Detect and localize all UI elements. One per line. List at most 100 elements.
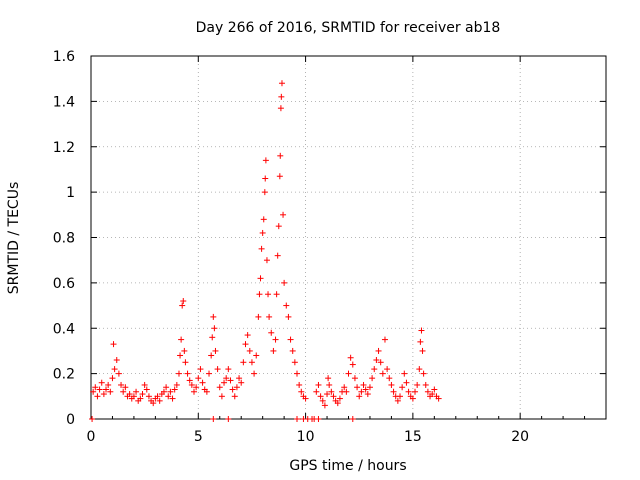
data-point [356, 393, 363, 400]
data-point [275, 223, 282, 230]
data-point [94, 393, 101, 400]
data-point [193, 384, 200, 391]
data-point [319, 397, 326, 404]
data-point [345, 370, 352, 377]
data-point [163, 384, 170, 391]
data-point [431, 386, 438, 393]
data-point [287, 336, 294, 343]
data-point [236, 375, 243, 382]
data-point [218, 393, 225, 400]
data-point [92, 384, 99, 391]
data-point [105, 381, 112, 388]
data-point [115, 370, 122, 377]
data-point [110, 341, 117, 348]
data-point [419, 347, 426, 354]
data-point [165, 393, 172, 400]
chart-title: Day 266 of 2016, SRMTID for receiver ab1… [196, 20, 501, 36]
data-point [173, 381, 180, 388]
data-point [349, 416, 356, 422]
data-point [223, 375, 230, 382]
data-point [260, 216, 267, 223]
data-point [122, 384, 129, 391]
data-point [343, 388, 350, 395]
data-point [377, 359, 384, 366]
data-point [103, 386, 110, 393]
x-tick-label: 5 [194, 429, 203, 445]
data-point [141, 381, 148, 388]
data-point [394, 397, 401, 404]
grid-lines [91, 56, 606, 419]
data-point [126, 391, 133, 398]
data-point [401, 370, 408, 377]
data-point [272, 336, 279, 343]
data-point [362, 386, 369, 393]
data-point [325, 375, 332, 382]
data-point [334, 400, 341, 407]
data-point [248, 359, 255, 366]
data-point [283, 302, 290, 309]
data-point [145, 393, 152, 400]
data-point [358, 388, 365, 395]
data-point [409, 395, 416, 402]
data-point [211, 325, 218, 332]
data-point [347, 354, 354, 361]
data-point [435, 395, 442, 402]
data-point [278, 80, 285, 87]
x-tick-label: 20 [511, 429, 529, 445]
data-point [366, 384, 373, 391]
x-tick-label: 0 [87, 429, 96, 445]
data-point [255, 313, 262, 320]
data-point [184, 370, 191, 377]
data-point [89, 416, 96, 422]
plot-frame [90, 55, 607, 420]
data-point [265, 291, 272, 298]
data-point [251, 370, 258, 377]
data-point [178, 336, 185, 343]
data-point [375, 347, 382, 354]
data-point [324, 391, 331, 398]
data-point [384, 366, 391, 373]
data-point [120, 388, 127, 395]
data-point [197, 366, 204, 373]
data-point [417, 338, 424, 345]
data-point [179, 302, 186, 309]
data-point [424, 388, 431, 395]
data-point [291, 359, 298, 366]
data-point [227, 377, 234, 384]
data-point [133, 388, 140, 395]
data-point [169, 395, 176, 402]
data-point [258, 245, 265, 252]
x-tick-label: 10 [297, 429, 315, 445]
data-point [209, 334, 216, 341]
data-point [156, 397, 163, 404]
data-point [405, 388, 412, 395]
data-point [349, 361, 356, 368]
data-point [270, 347, 277, 354]
data-point [208, 352, 215, 359]
data-point [240, 359, 247, 366]
data-point [225, 366, 232, 373]
data-point [422, 381, 429, 388]
data-point [386, 375, 393, 382]
data-point [210, 416, 217, 422]
data-point [238, 379, 245, 386]
data-point [96, 386, 103, 393]
y-tick-label: 0 [66, 412, 75, 428]
data-point [199, 379, 206, 386]
y-tick-label: 0.4 [53, 321, 75, 337]
data-point [302, 395, 309, 402]
data-point [261, 189, 268, 196]
data-point [273, 291, 280, 298]
data-point [90, 388, 97, 395]
data-point [130, 393, 137, 400]
data-point [416, 366, 423, 373]
data-point [263, 257, 270, 264]
data-point [171, 386, 178, 393]
data-point [118, 381, 125, 388]
data-point [317, 393, 324, 400]
data-point [412, 388, 419, 395]
data-point [262, 157, 269, 164]
data-point [354, 384, 361, 391]
data-point [403, 379, 410, 386]
data-point [364, 391, 371, 398]
